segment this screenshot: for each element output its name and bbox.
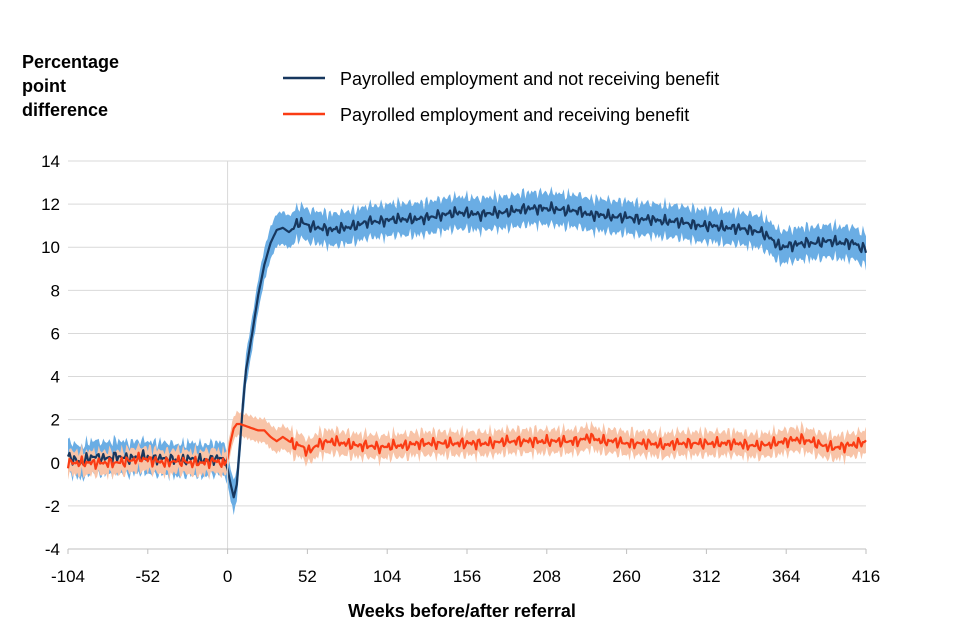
y-tick-label: 10 xyxy=(41,238,60,257)
y-tick-label: 12 xyxy=(41,195,60,214)
series-lines xyxy=(66,201,868,499)
axes xyxy=(67,161,867,554)
confidence-bands xyxy=(68,186,866,516)
y-axis-title-line-3: difference xyxy=(22,100,108,120)
x-axis-title: Weeks before/after referral xyxy=(348,601,576,621)
legend-label-receiving-benefit: Payrolled employment and receiving benef… xyxy=(340,105,689,125)
x-tick-label: 312 xyxy=(692,567,720,586)
x-tick-label: 364 xyxy=(772,567,800,586)
y-tick-label: 0 xyxy=(51,454,60,473)
y-axis-title-line-2: point xyxy=(22,76,66,96)
x-tick-label: 52 xyxy=(298,567,317,586)
y-axis-title-line-1: Percentage xyxy=(22,52,119,72)
y-axis-title: Percentage point difference xyxy=(22,52,119,120)
y-tick-label: -4 xyxy=(45,540,60,559)
y-tick-label: 2 xyxy=(51,411,60,430)
y-tick-label: 4 xyxy=(51,368,60,387)
legend-label-not-receiving-benefit: Payrolled employment and not receiving b… xyxy=(340,69,719,89)
x-tick-label: 156 xyxy=(453,567,481,586)
y-tick-label: 6 xyxy=(51,324,60,343)
x-tick-label: 0 xyxy=(223,567,232,586)
x-tick-labels: -104 -52 0 52 104 156 208 260 312 364 416 xyxy=(51,567,880,586)
x-tick-label: 104 xyxy=(373,567,401,586)
y-tick-label: -2 xyxy=(45,497,60,516)
series-line-2 xyxy=(66,422,867,470)
x-tick-label: 208 xyxy=(533,567,561,586)
series-line-1 xyxy=(66,201,868,499)
confidence-band-series-2 xyxy=(68,410,866,481)
x-tick-label: 260 xyxy=(612,567,640,586)
x-tick-label: -104 xyxy=(51,567,85,586)
y-tick-labels: -4 -2 0 2 4 6 8 10 12 14 xyxy=(41,152,60,559)
x-tick-label: -52 xyxy=(136,567,161,586)
x-tick-label: 416 xyxy=(852,567,880,586)
y-tick-label: 8 xyxy=(51,281,60,300)
legend: Payrolled employment and not receiving b… xyxy=(283,69,719,125)
y-tick-label: 14 xyxy=(41,152,60,171)
